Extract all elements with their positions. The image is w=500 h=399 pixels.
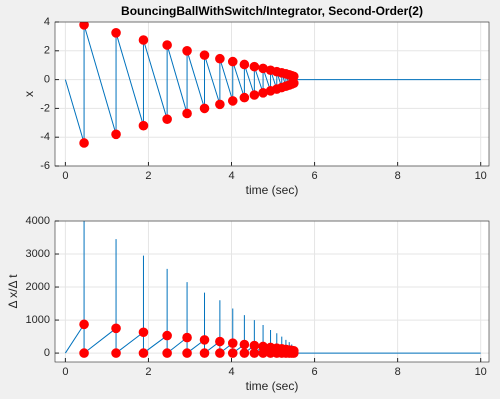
x-tick-label: 8 [395,170,401,182]
marker [162,330,172,341]
x-tick-label: 0 [62,366,68,378]
marker [289,348,299,358]
marker [138,348,149,358]
marker [249,90,260,100]
marker [239,92,250,103]
y-tick-label: 0 [44,74,50,86]
marker [79,22,89,30]
x-tick-label: 6 [312,366,318,378]
marker [111,348,121,358]
plot-content [64,221,481,358]
marker [215,336,225,347]
x-tick-label: 4 [228,170,234,182]
marker [162,348,172,358]
marker [138,327,149,338]
marker [239,348,250,358]
axes-box [54,220,490,363]
x-tick-label: 4 [228,366,234,378]
marker [249,61,260,72]
marker [227,348,238,358]
marker [227,96,238,106]
plot-content [64,22,481,148]
marker [79,138,89,148]
marker [182,46,192,56]
marker [199,348,210,358]
marker [215,348,225,358]
x-tick-label: 8 [395,366,401,378]
marker [182,348,192,358]
y-axis-label: x [22,91,36,97]
x-tick-label: 2 [145,170,151,182]
marker [239,59,250,70]
marker [138,35,149,45]
y-tick-label: 1000 [26,314,50,326]
y-tick-label: 4 [44,16,50,28]
x-tick-label: 0 [62,170,68,182]
marker [162,114,172,124]
marker [289,78,299,88]
marker [182,108,192,119]
y-tick-label: 2 [44,45,50,57]
marker [215,99,225,110]
plot-area [55,221,489,362]
marker [79,319,89,330]
y-tick-label: -4 [40,131,50,143]
y-tick-label: 2000 [26,281,50,293]
marker [79,348,89,358]
x-tick-label: 6 [312,170,318,182]
x-tick-label: 10 [475,366,487,378]
x-tick-label: 10 [475,170,487,182]
x-axis-label: time (sec) [246,183,299,197]
marker [227,338,238,348]
y-tick-label: 4000 [26,215,50,227]
marker [111,129,121,140]
marker [199,50,210,60]
chart-title: BouncingBallWithSwitch/Integrator, Secon… [121,4,423,18]
y-tick-label: -2 [40,102,50,114]
marker [215,53,225,64]
y-tick-label: 3000 [26,248,50,260]
y-tick-label: 0 [44,347,50,359]
marker [239,339,250,350]
x-axis-label: time (sec) [246,379,299,393]
marker [199,103,210,114]
axes-box [54,21,490,167]
marker [227,56,238,67]
marker [249,348,260,358]
y-tick-label: -6 [40,160,50,172]
marker [199,335,210,345]
marker [111,28,121,38]
marker [111,323,121,334]
x-tick-label: 2 [145,366,151,378]
y-axis-label: Δ x/Δ t [6,274,20,309]
marker [162,40,172,50]
marker [182,332,192,343]
marker [138,120,149,131]
